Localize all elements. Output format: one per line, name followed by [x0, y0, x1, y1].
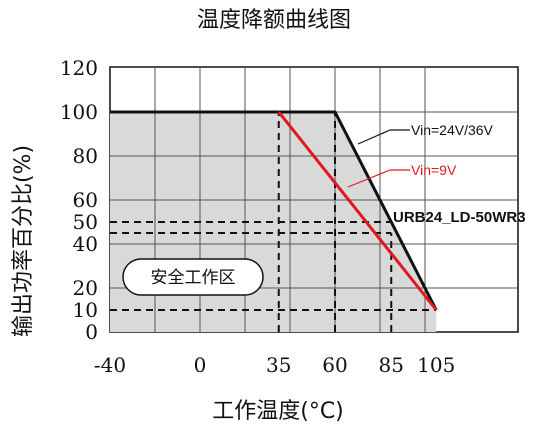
series-line-vin-24v-36v: [110, 110, 438, 311]
x-tick-label: -40: [94, 353, 126, 377]
y-tick-label: 10: [73, 298, 98, 322]
leader-line: [347, 169, 391, 188]
y-tick-label: 40: [73, 232, 98, 256]
y-tick-label: 60: [73, 188, 98, 212]
safe-zone-label: 安全工作区: [151, 268, 236, 288]
legend-label-vin-24v-36v: Vin=24V/36V: [411, 122, 494, 138]
y-axis-title: 输出功率百分比(%): [11, 145, 36, 337]
y-tick-label: 80: [73, 144, 98, 168]
y-tick-label: 100: [60, 100, 98, 124]
series-lines: [110, 110, 438, 311]
series-line-vin-9v: [277, 111, 438, 311]
y-tick-label: 0: [85, 320, 98, 344]
x-tick-label: 105: [417, 353, 455, 377]
x-tick-label: 35: [266, 353, 291, 377]
x-tick-label: 85: [379, 353, 404, 377]
legend-label-vin-9v: Vin=9V: [411, 162, 457, 178]
y-tick-label: 50: [73, 210, 98, 234]
x-tick-label: 60: [322, 353, 347, 377]
model-label: URB24_LD-50WR3: [393, 209, 526, 226]
x-axis-title: 工作温度(°C): [212, 399, 344, 424]
leader-line: [357, 129, 391, 145]
x-tick-label: 0: [194, 353, 207, 377]
annotations: Vin=24V/36V Vin=9V URB24_LD-50WR3 安全工作区: [122, 122, 526, 296]
safe-zone-box: [122, 258, 264, 296]
y-tick-label: 120: [60, 56, 98, 80]
y-tick-label: 20: [73, 276, 98, 300]
chart-title: 温度降额曲线图: [197, 8, 351, 33]
reference-lines: [110, 112, 437, 332]
